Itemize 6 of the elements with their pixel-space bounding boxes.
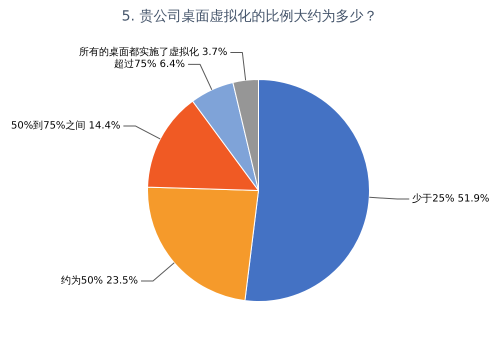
slice-label: 超过75% 6.4% [114,58,186,70]
slice-label: 50%到75%之间 14.4% [10,119,120,132]
slice-label: 所有的桌面都实施了虚拟化 3.7% [78,46,228,58]
slice-label: 少于25% 51.9% [412,192,490,205]
slice-label: 约为50% 23.5% [60,274,138,287]
chart-title: 5. 贵公司桌面虚拟化的比例大约为多少？ [122,8,378,24]
